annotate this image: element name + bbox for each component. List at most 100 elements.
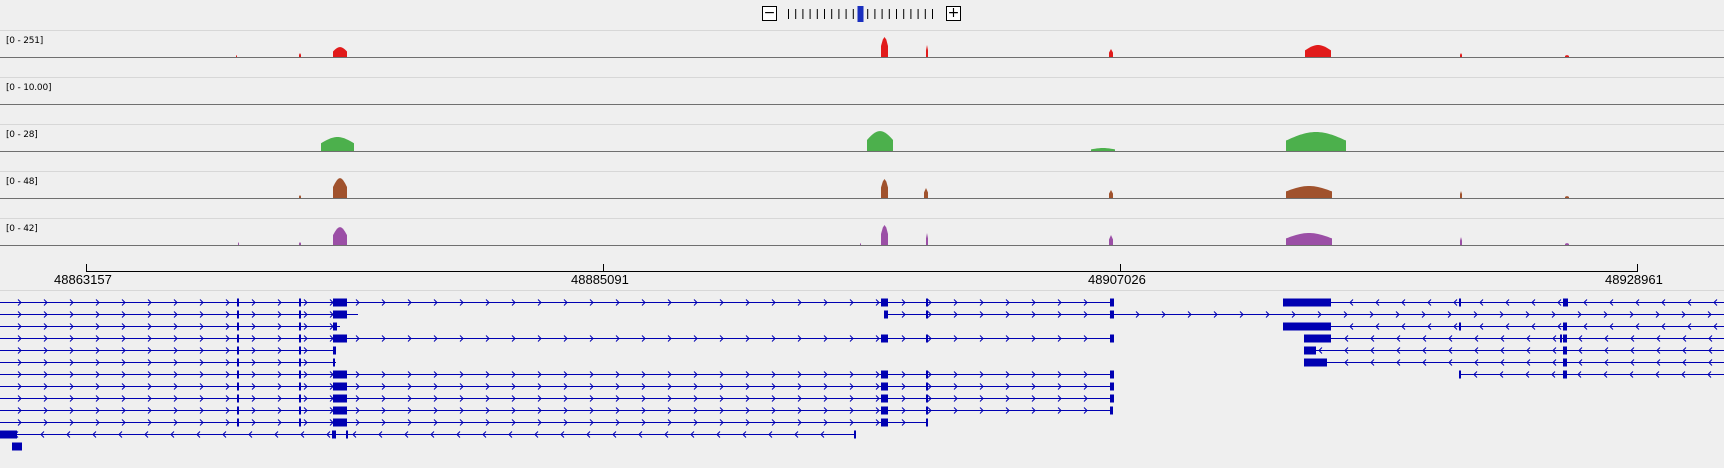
strand-arrow xyxy=(1708,335,1713,342)
strand-arrow xyxy=(303,419,308,426)
coverage-peak xyxy=(867,131,893,151)
zoom-in-button[interactable]: + xyxy=(946,6,961,21)
strand-arrow xyxy=(225,311,230,318)
strand-arrow xyxy=(1396,359,1401,366)
strand-arrow xyxy=(69,395,74,402)
exon xyxy=(333,382,347,391)
strand-arrow xyxy=(355,383,360,390)
exon xyxy=(333,358,335,367)
data-track[interactable]: [0 - 28] xyxy=(0,124,1724,171)
exon xyxy=(299,346,301,355)
strand-arrow xyxy=(615,335,620,342)
strand-arrow xyxy=(1343,311,1348,318)
strand-arrow xyxy=(147,359,152,366)
strand-arrow xyxy=(979,311,984,318)
strand-arrow xyxy=(586,431,591,438)
strand-arrow xyxy=(823,383,828,390)
strand-arrow xyxy=(1083,371,1088,378)
strand-arrow xyxy=(173,323,178,330)
strand-arrow xyxy=(433,299,438,306)
data-track[interactable]: [0 - 42] xyxy=(0,218,1724,265)
strand-arrow xyxy=(615,395,620,402)
exon xyxy=(333,334,347,343)
strand-arrow xyxy=(1453,299,1458,306)
zoom-tick xyxy=(795,9,797,19)
strand-arrow xyxy=(693,335,698,342)
strand-arrow xyxy=(1421,311,1426,318)
strand-arrow xyxy=(355,335,360,342)
strand-arrow xyxy=(1057,383,1062,390)
exon xyxy=(1563,370,1567,379)
strand-arrow xyxy=(667,395,672,402)
strand-arrow xyxy=(511,299,516,306)
strand-arrow xyxy=(849,419,854,426)
zoom-tick xyxy=(809,9,811,19)
strand-arrow xyxy=(1687,299,1692,306)
exon xyxy=(1110,394,1114,403)
strand-arrow xyxy=(95,311,100,318)
strand-arrow xyxy=(95,407,100,414)
strand-arrow xyxy=(797,407,802,414)
strand-arrow xyxy=(326,431,331,438)
strand-arrow xyxy=(537,383,542,390)
strand-arrow xyxy=(1422,347,1427,354)
exon xyxy=(881,334,888,343)
strand-arrow xyxy=(901,395,906,402)
strand-arrow xyxy=(667,299,672,306)
strand-arrow xyxy=(66,431,71,438)
data-track[interactable]: [0 - 10.00] xyxy=(0,77,1724,124)
coverage-peak xyxy=(238,242,239,245)
intron-line xyxy=(0,434,856,435)
coordinate-ruler[interactable] xyxy=(0,264,1724,276)
strand-arrow xyxy=(1629,311,1634,318)
strand-arrow xyxy=(1474,335,1479,342)
strand-arrow xyxy=(823,371,828,378)
exon xyxy=(1110,382,1114,391)
strand-arrow xyxy=(147,383,152,390)
strand-arrow xyxy=(355,371,360,378)
coverage-peak xyxy=(926,233,928,245)
zoom-tick xyxy=(788,9,789,19)
data-track[interactable]: [0 - 251] xyxy=(0,30,1724,77)
zoom-slider[interactable] xyxy=(782,6,942,22)
strand-arrow xyxy=(355,407,360,414)
track-plot xyxy=(0,178,1724,199)
track-range-label: [0 - 48] xyxy=(6,177,38,187)
strand-arrow xyxy=(771,371,776,378)
strand-arrow xyxy=(589,371,594,378)
strand-arrow xyxy=(459,419,464,426)
gene-annotation-track[interactable] xyxy=(0,292,1724,468)
track-plot xyxy=(0,131,1724,152)
exon xyxy=(346,430,348,439)
strand-arrow xyxy=(771,335,776,342)
strand-arrow xyxy=(589,299,594,306)
strand-arrow xyxy=(1344,335,1349,342)
strand-arrow xyxy=(69,299,74,306)
strand-arrow xyxy=(745,383,750,390)
exon xyxy=(1563,346,1567,355)
strand-arrow xyxy=(823,419,828,426)
strand-arrow xyxy=(43,395,48,402)
data-track[interactable]: [0 - 48] xyxy=(0,171,1724,218)
strand-arrow xyxy=(1213,311,1218,318)
strand-arrow xyxy=(1083,335,1088,342)
exon xyxy=(1283,322,1331,331)
strand-arrow xyxy=(1239,311,1244,318)
zoom-out-button[interactable]: − xyxy=(762,6,777,21)
intron-line xyxy=(1283,302,1724,303)
strand-arrow xyxy=(1707,371,1712,378)
coverage-peak xyxy=(1109,49,1113,57)
strand-arrow xyxy=(1005,407,1010,414)
strand-arrow xyxy=(563,335,568,342)
strand-arrow xyxy=(1057,299,1062,306)
strand-arrow xyxy=(69,383,74,390)
strand-arrow xyxy=(823,407,828,414)
strand-arrow xyxy=(875,299,880,306)
strand-arrow xyxy=(485,335,490,342)
strand-arrow xyxy=(277,395,282,402)
strand-arrow xyxy=(745,299,750,306)
strand-arrow xyxy=(1473,371,1478,378)
strand-arrow xyxy=(797,371,802,378)
strand-arrow xyxy=(485,383,490,390)
